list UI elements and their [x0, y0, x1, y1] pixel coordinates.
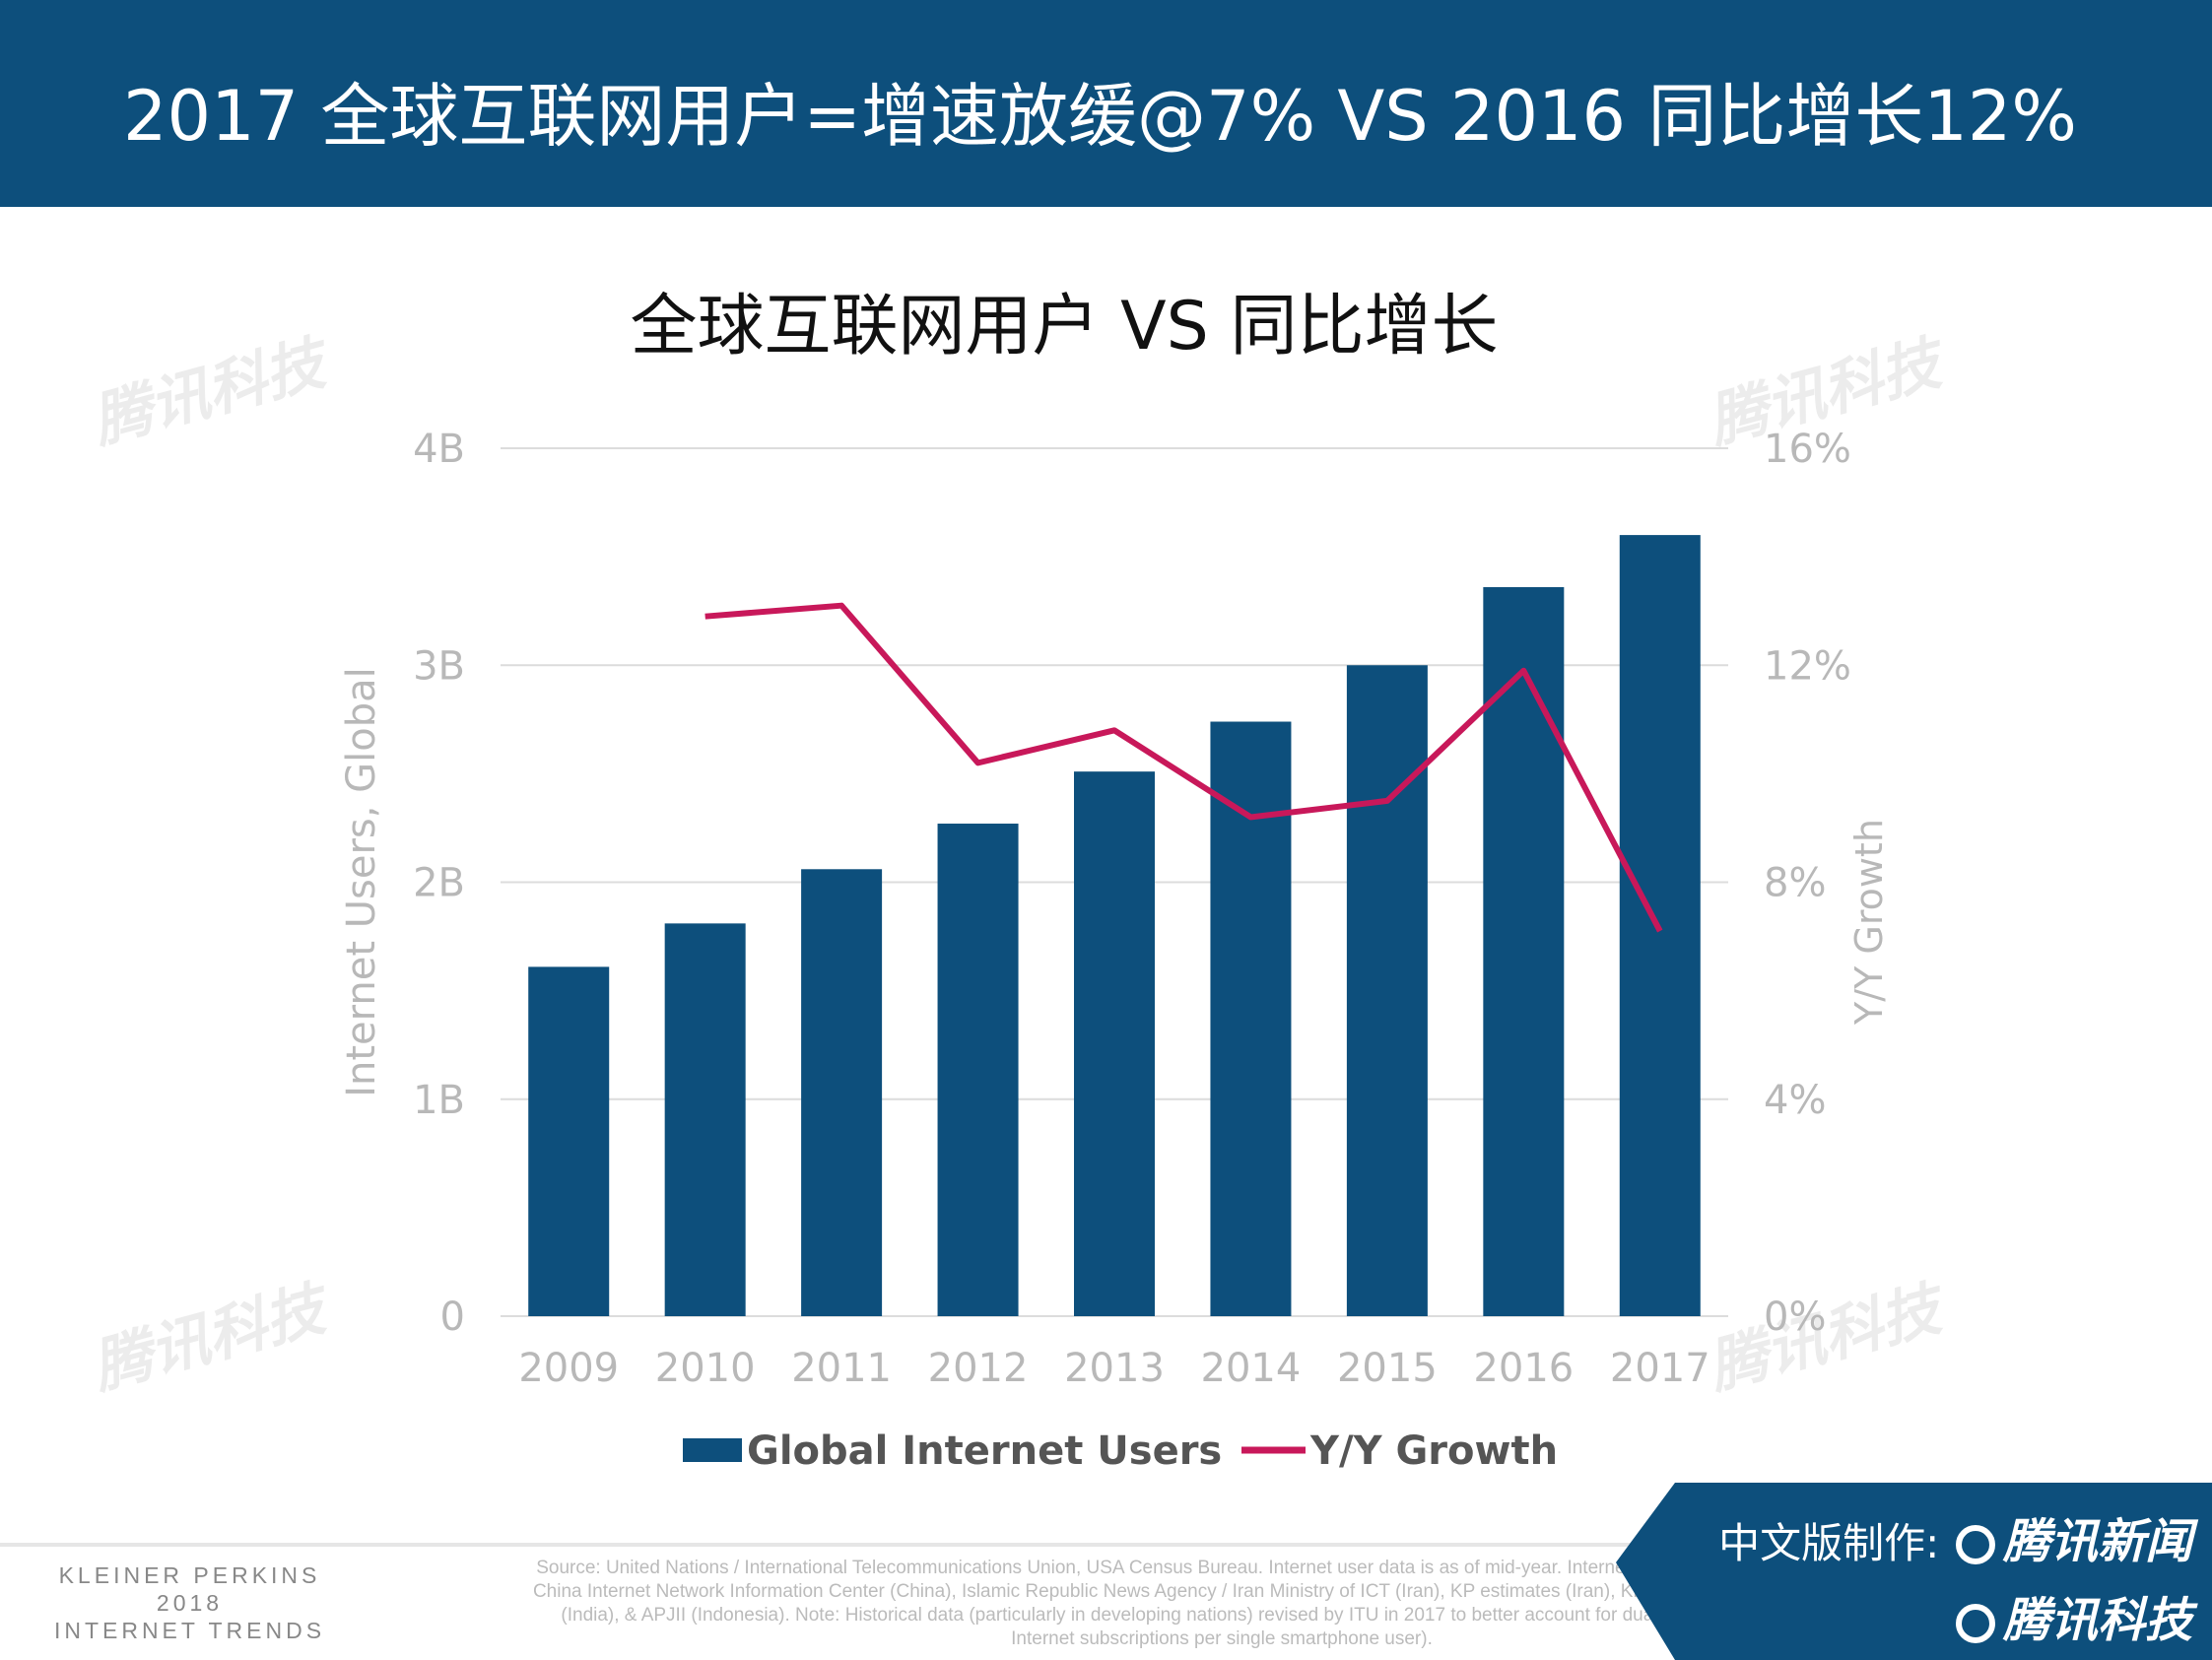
y-right-tick-label: 16%: [1764, 427, 1851, 472]
bar-2014: [1210, 721, 1292, 1316]
y-tick-label: 3B: [413, 643, 465, 689]
credit-label: 中文版制作:: [1718, 1519, 1940, 1567]
y-right-tick-label: 8%: [1764, 861, 1826, 906]
legend-label-growth: Y/Y Growth: [1309, 1428, 1558, 1474]
chart-title: 全球互联网用户 VS 同比增长: [630, 288, 1499, 365]
y-right-axis-label: Y/Y Growth: [1847, 819, 1891, 1026]
x-tick-label: 2010: [655, 1346, 756, 1391]
bar-2015: [1346, 665, 1428, 1316]
x-tick-label: 2011: [791, 1346, 892, 1391]
footer-divider: [0, 1543, 2212, 1547]
tencent-logo-icon: [1955, 1604, 1995, 1643]
brand-line: 2018: [156, 1590, 224, 1616]
legend-swatch-users: [683, 1438, 742, 1462]
credit-tencent-news: 腾讯新闻: [2002, 1514, 2192, 1569]
source-note: Source: United Nations / International T…: [532, 1558, 1911, 1649]
credit-line-1: 中文版制作: 腾讯新闻: [1718, 1502, 2192, 1571]
x-tick-label: 2015: [1337, 1346, 1438, 1391]
y-tick-label: 4B: [413, 427, 465, 472]
y-right-tick-label: 4%: [1764, 1078, 1826, 1123]
bar-2010: [664, 923, 746, 1316]
x-tick-label: 2017: [1610, 1346, 1710, 1391]
slide-title: 2017 全球互联网用户=增速放缓@7% VS 2016 同比增长12%: [123, 76, 2077, 157]
x-tick-label: 2014: [1201, 1346, 1302, 1391]
y-tick-label: 1B: [413, 1078, 465, 1123]
bar-2011: [801, 869, 883, 1316]
y-axis-label: Internet Users, Global: [339, 667, 384, 1097]
x-tick-label: 2013: [1064, 1346, 1165, 1391]
growth-line: [704, 602, 1663, 933]
credit-banner: 中文版制作: 腾讯新闻 腾讯科技: [1616, 1483, 2212, 1660]
credit-line-2: 腾讯科技: [1955, 1581, 2192, 1650]
legend-label-users: Global Internet Users: [747, 1428, 1222, 1474]
bar-2009: [528, 966, 610, 1316]
brand-line: KLEINER PERKINS: [58, 1562, 321, 1588]
bar-2012: [937, 824, 1019, 1316]
bar-2013: [1074, 771, 1155, 1316]
kp-logo: KLEINER PERKINS 2018 INTERNET TRENDS: [20, 1561, 360, 1644]
x-tick-label: 2009: [518, 1346, 619, 1391]
credit-tencent-tech: 腾讯科技: [2002, 1593, 2192, 1648]
y-right-tick-label: 12%: [1764, 643, 1851, 689]
bar-2016: [1483, 586, 1565, 1316]
tencent-logo-icon: [1955, 1525, 1995, 1564]
header-bar: 2017 全球互联网用户=增速放缓@7% VS 2016 同比增长12%: [0, 0, 2212, 207]
x-tick-label: 2016: [1473, 1346, 1574, 1391]
y-tick-label: 0: [440, 1295, 465, 1340]
x-tick-label: 2012: [928, 1346, 1029, 1391]
brand-line: INTERNET TRENDS: [53, 1618, 326, 1643]
y-tick-label: 2B: [413, 861, 465, 906]
y-right-tick-label: 0%: [1764, 1295, 1826, 1340]
